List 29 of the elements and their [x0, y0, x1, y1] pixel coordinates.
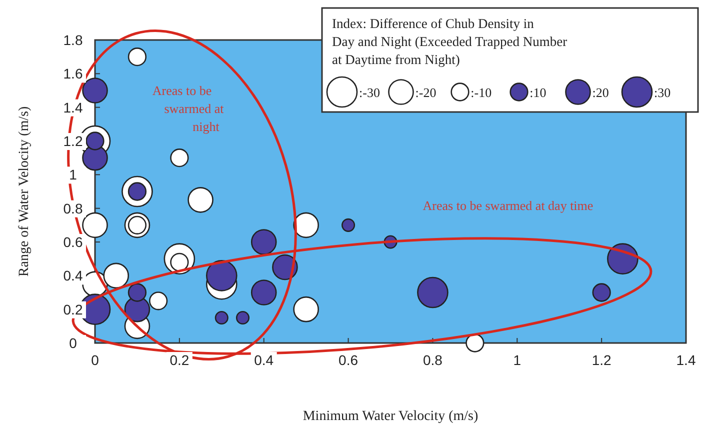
- y-tick-label: 0.2: [63, 301, 83, 318]
- y-tick-label: 1.2: [63, 133, 83, 149]
- legend-label: :30: [654, 85, 671, 100]
- legend-label: :20: [592, 85, 609, 100]
- x-tick-label: 1.2: [592, 352, 612, 368]
- annotation: Areas to be swarmed at night: [152, 83, 224, 134]
- y-axis-title: Range of Water Velocity (m/s): [17, 106, 32, 277]
- x-tick-label: 0.4: [254, 352, 274, 368]
- y-tick-label: 0.8: [63, 200, 83, 216]
- x-tick-label: 0.2: [170, 352, 190, 368]
- legend-title: Index: Difference of Chub Density in Day and Night (Exceeded Trapped Number at Daytime from Night): [332, 16, 568, 67]
- y-tick-label: 0: [69, 335, 78, 351]
- y-tick-label: 0.4: [63, 268, 83, 284]
- legend-label: :-10: [470, 85, 492, 100]
- legend-label: :-20: [415, 85, 436, 100]
- y-tick-label: 1.8: [63, 32, 83, 48]
- y-tick-label: 1.4: [63, 99, 83, 116]
- x-axis-title: Minimum Water Velocity (m/s): [302, 409, 478, 424]
- x-tick-label: 0.8: [422, 352, 443, 368]
- y-tick-label: 1.6: [63, 66, 83, 82]
- x-tick-label: 1.4: [676, 352, 696, 368]
- x-tick-label: 0: [91, 352, 100, 368]
- annotation: Areas to be swarmed at day time: [422, 198, 594, 213]
- x-tick-label: 1: [513, 352, 522, 368]
- y-tick-label: 0.6: [63, 234, 83, 250]
- x-tick-label: 0.6: [338, 352, 358, 368]
- legend-label: :10: [530, 85, 546, 100]
- y-tick-label: 1: [69, 166, 78, 183]
- legend-label: :-30: [359, 85, 380, 100]
